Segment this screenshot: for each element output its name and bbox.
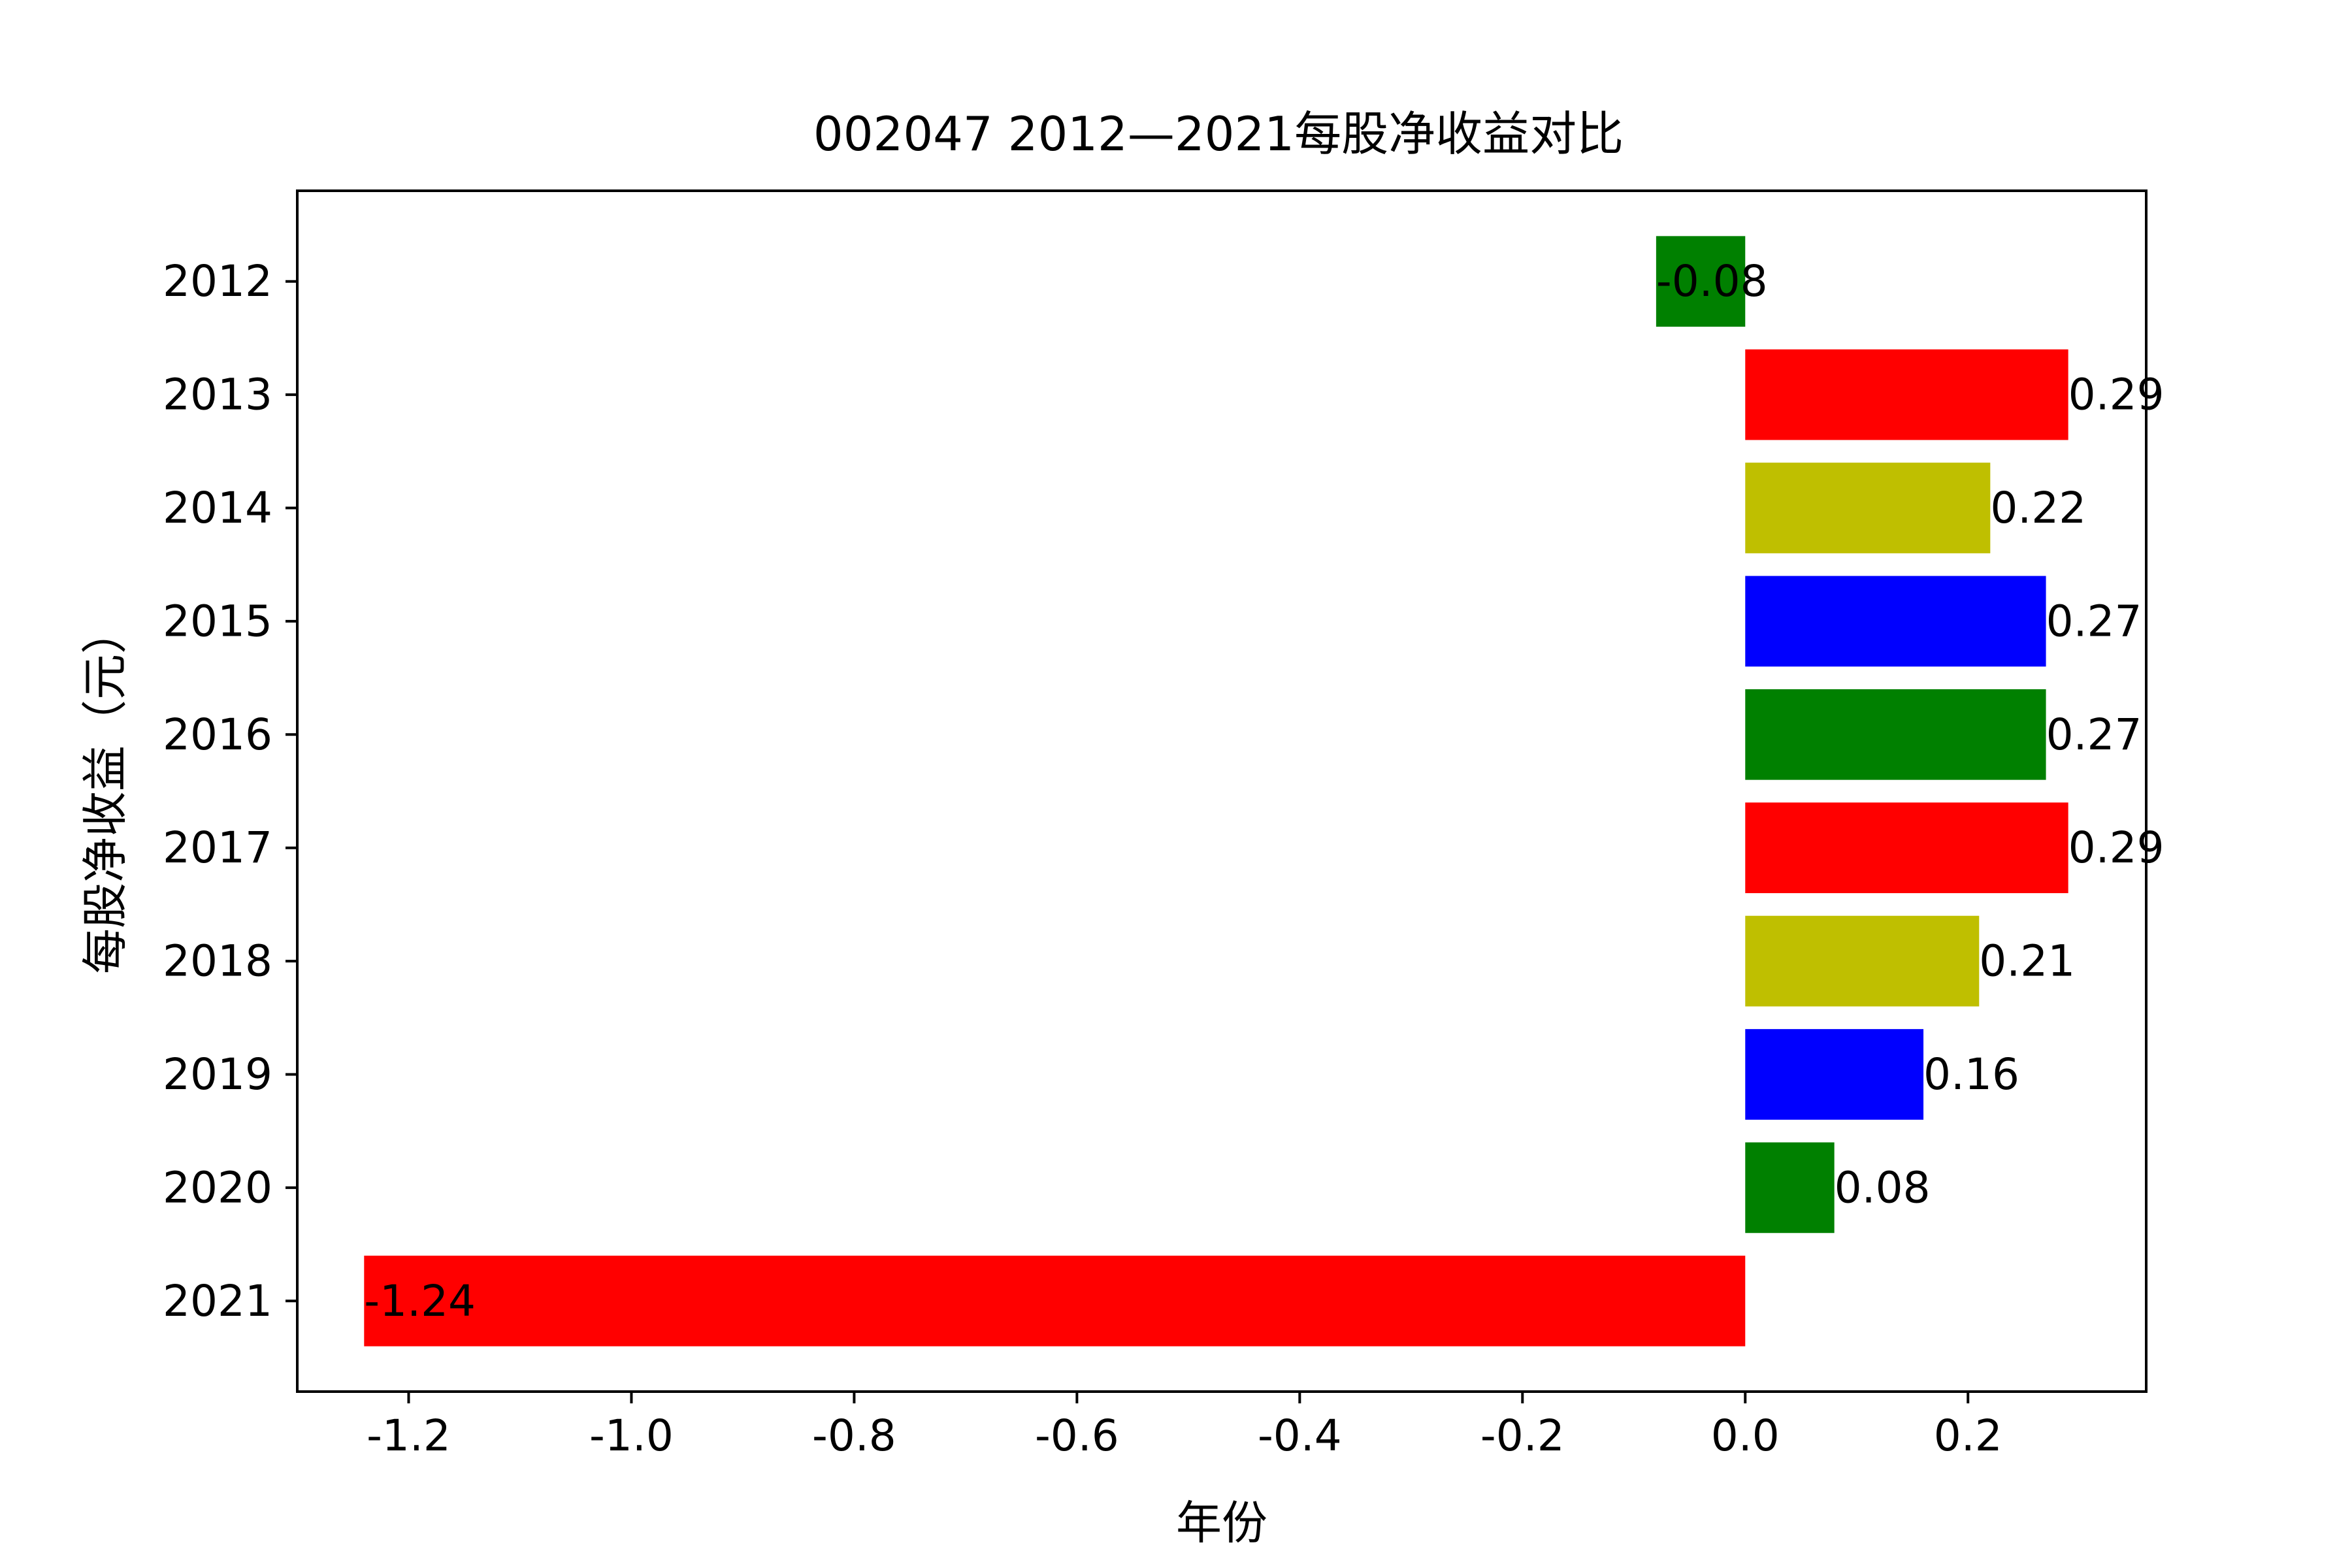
- y-axis-label: 每股净收益（元）: [78, 608, 132, 974]
- bar-2017: [1745, 802, 2068, 894]
- data-label-2014: 0.22: [1990, 483, 2086, 533]
- bar-2014: [1745, 463, 1991, 553]
- x-tick-label--0.4: -0.4: [1258, 1411, 1342, 1461]
- data-label-2019: 0.16: [1923, 1049, 2019, 1100]
- y-tick-label-2012: 2012: [163, 256, 272, 306]
- bar-2016: [1745, 689, 2046, 780]
- x-tick-label--0.8: -0.8: [812, 1411, 896, 1461]
- x-tick-label--1.2: -1.2: [367, 1411, 451, 1461]
- y-tick-label-2016: 2016: [163, 710, 272, 760]
- data-label-2021: -1.24: [364, 1276, 476, 1326]
- y-tick-label-2018: 2018: [163, 936, 272, 987]
- bar-2021: [364, 1255, 1746, 1347]
- y-tick-label-2017: 2017: [163, 823, 272, 873]
- x-axis-label: 年份: [1176, 1496, 1267, 1550]
- data-label-2015: 0.27: [2046, 596, 2142, 646]
- y-tick-label-2021: 2021: [163, 1276, 272, 1326]
- bar-2012: [1656, 236, 1746, 327]
- bar-2018: [1745, 915, 1980, 1007]
- data-label-2020: 0.08: [1835, 1162, 1931, 1213]
- bars-group: [364, 236, 2068, 1347]
- chart-title: 002047 2012—2021每股净收益对比: [813, 106, 1624, 161]
- x-axis: -1.2 -1.0 -0.8 -0.6 -0.4 -0.2 0.0 0.2: [367, 1392, 2002, 1461]
- data-label-2017: 0.29: [2068, 823, 2164, 873]
- bar-2013: [1745, 349, 2068, 440]
- y-tick-label-2020: 2020: [163, 1162, 272, 1213]
- y-tick-label-2013: 2013: [163, 370, 272, 420]
- data-label-2018: 0.21: [1979, 936, 2075, 987]
- data-label-2012: -0.08: [1656, 256, 1768, 306]
- data-label-2016: 0.27: [2046, 710, 2142, 760]
- x-tick-label--0.2: -0.2: [1480, 1411, 1565, 1461]
- data-labels-group: -0.08 0.29 0.22 0.27 0.27 0.29 0.21 0.16 0.08 -1.…: [364, 256, 2164, 1326]
- x-tick-label-0.2: 0.2: [1934, 1411, 2002, 1461]
- y-tick-label-2014: 2014: [163, 483, 272, 533]
- bar-2019: [1745, 1029, 1924, 1120]
- y-tick-label-2015: 2015: [163, 596, 272, 646]
- bar-2020: [1745, 1142, 1835, 1233]
- bar-2015: [1745, 576, 2046, 667]
- data-label-2013: 0.29: [2068, 370, 2164, 420]
- plot-frame: [296, 189, 2148, 1393]
- y-tick-label-2019: 2019: [163, 1049, 272, 1100]
- x-tick-label--0.6: -0.6: [1035, 1411, 1119, 1461]
- y-axis: 2012 2013 2014 2015 2016 2017 2018 2019 2020 2021: [163, 256, 297, 1326]
- x-tick-label-0.0: 0.0: [1711, 1411, 1780, 1461]
- x-tick-label--1.0: -1.0: [589, 1411, 674, 1461]
